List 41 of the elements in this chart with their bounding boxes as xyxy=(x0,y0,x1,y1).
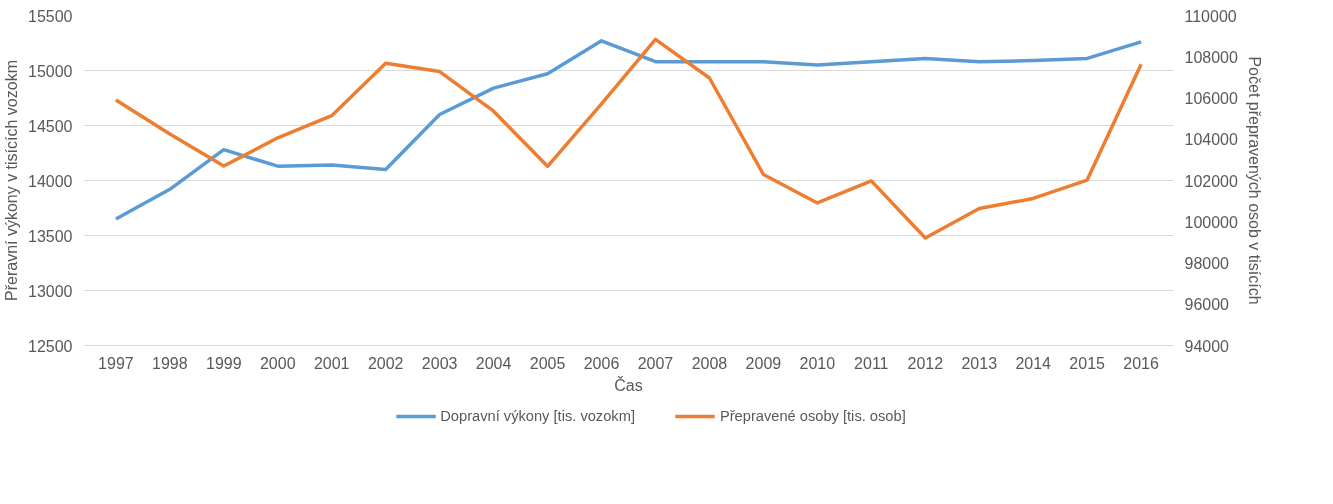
x-tick-label: 2012 xyxy=(907,354,944,372)
y2-axis-title: Počet přepravených osob v tisících xyxy=(1245,56,1263,305)
y2-tick-label: 106000 xyxy=(1184,90,1238,107)
legend-label: Přepravené osoby [tis. osob] xyxy=(719,408,906,424)
x-tick-label: 1998 xyxy=(152,354,188,372)
y2-tick-label: 104000 xyxy=(1184,131,1238,149)
x-tick-label: 2001 xyxy=(313,354,350,372)
x-tick-label: 2000 xyxy=(259,354,296,372)
x-tick-label: 2004 xyxy=(475,354,512,372)
x-tick-label: 2005 xyxy=(529,354,566,372)
x-tick-label: 2008 xyxy=(691,354,728,372)
y-tick-label: 14500 xyxy=(28,117,73,135)
x-tick-label: 2015 xyxy=(1069,354,1106,372)
x-tick-label: 2006 xyxy=(583,354,620,372)
legend-label: Dopravní výkony [tis. vozokm] xyxy=(440,408,635,424)
y2-tick-label: 98000 xyxy=(1184,255,1230,272)
y-tick-label: 13000 xyxy=(28,282,73,300)
x-axis-title: Čas xyxy=(614,375,643,394)
y2-tick-label: 94000 xyxy=(1184,337,1230,355)
y-tick-label: 15500 xyxy=(28,7,73,25)
x-tick-label: 1999 xyxy=(206,354,242,372)
x-tick-label: 2003 xyxy=(421,354,458,372)
y-tick-label: 14000 xyxy=(28,172,73,190)
x-tick-label: 2002 xyxy=(367,354,404,372)
x-tick-label: 2010 xyxy=(799,354,836,372)
y-tick-label: 15000 xyxy=(28,62,73,80)
x-tick-label: 2013 xyxy=(961,354,998,372)
y2-tick-label: 96000 xyxy=(1184,296,1230,314)
x-tick-label: 2016 xyxy=(1123,354,1160,372)
x-tick-label: 2014 xyxy=(1015,354,1052,372)
y-tick-label: 13500 xyxy=(28,227,73,245)
y2-tick-label: 102000 xyxy=(1184,172,1238,190)
x-tick-label: 2009 xyxy=(745,354,782,372)
y-tick-label: 12500 xyxy=(28,337,73,355)
x-tick-label: 2011 xyxy=(854,354,889,372)
x-tick-label: 1997 xyxy=(98,354,134,372)
x-tick-label: 2007 xyxy=(637,354,674,372)
y2-tick-label: 110000 xyxy=(1184,7,1237,25)
y-axis-title: Přeravní výkony v tisících vozokm xyxy=(3,60,21,301)
y2-tick-label: 108000 xyxy=(1184,48,1238,66)
y2-tick-label: 100000 xyxy=(1184,213,1238,231)
